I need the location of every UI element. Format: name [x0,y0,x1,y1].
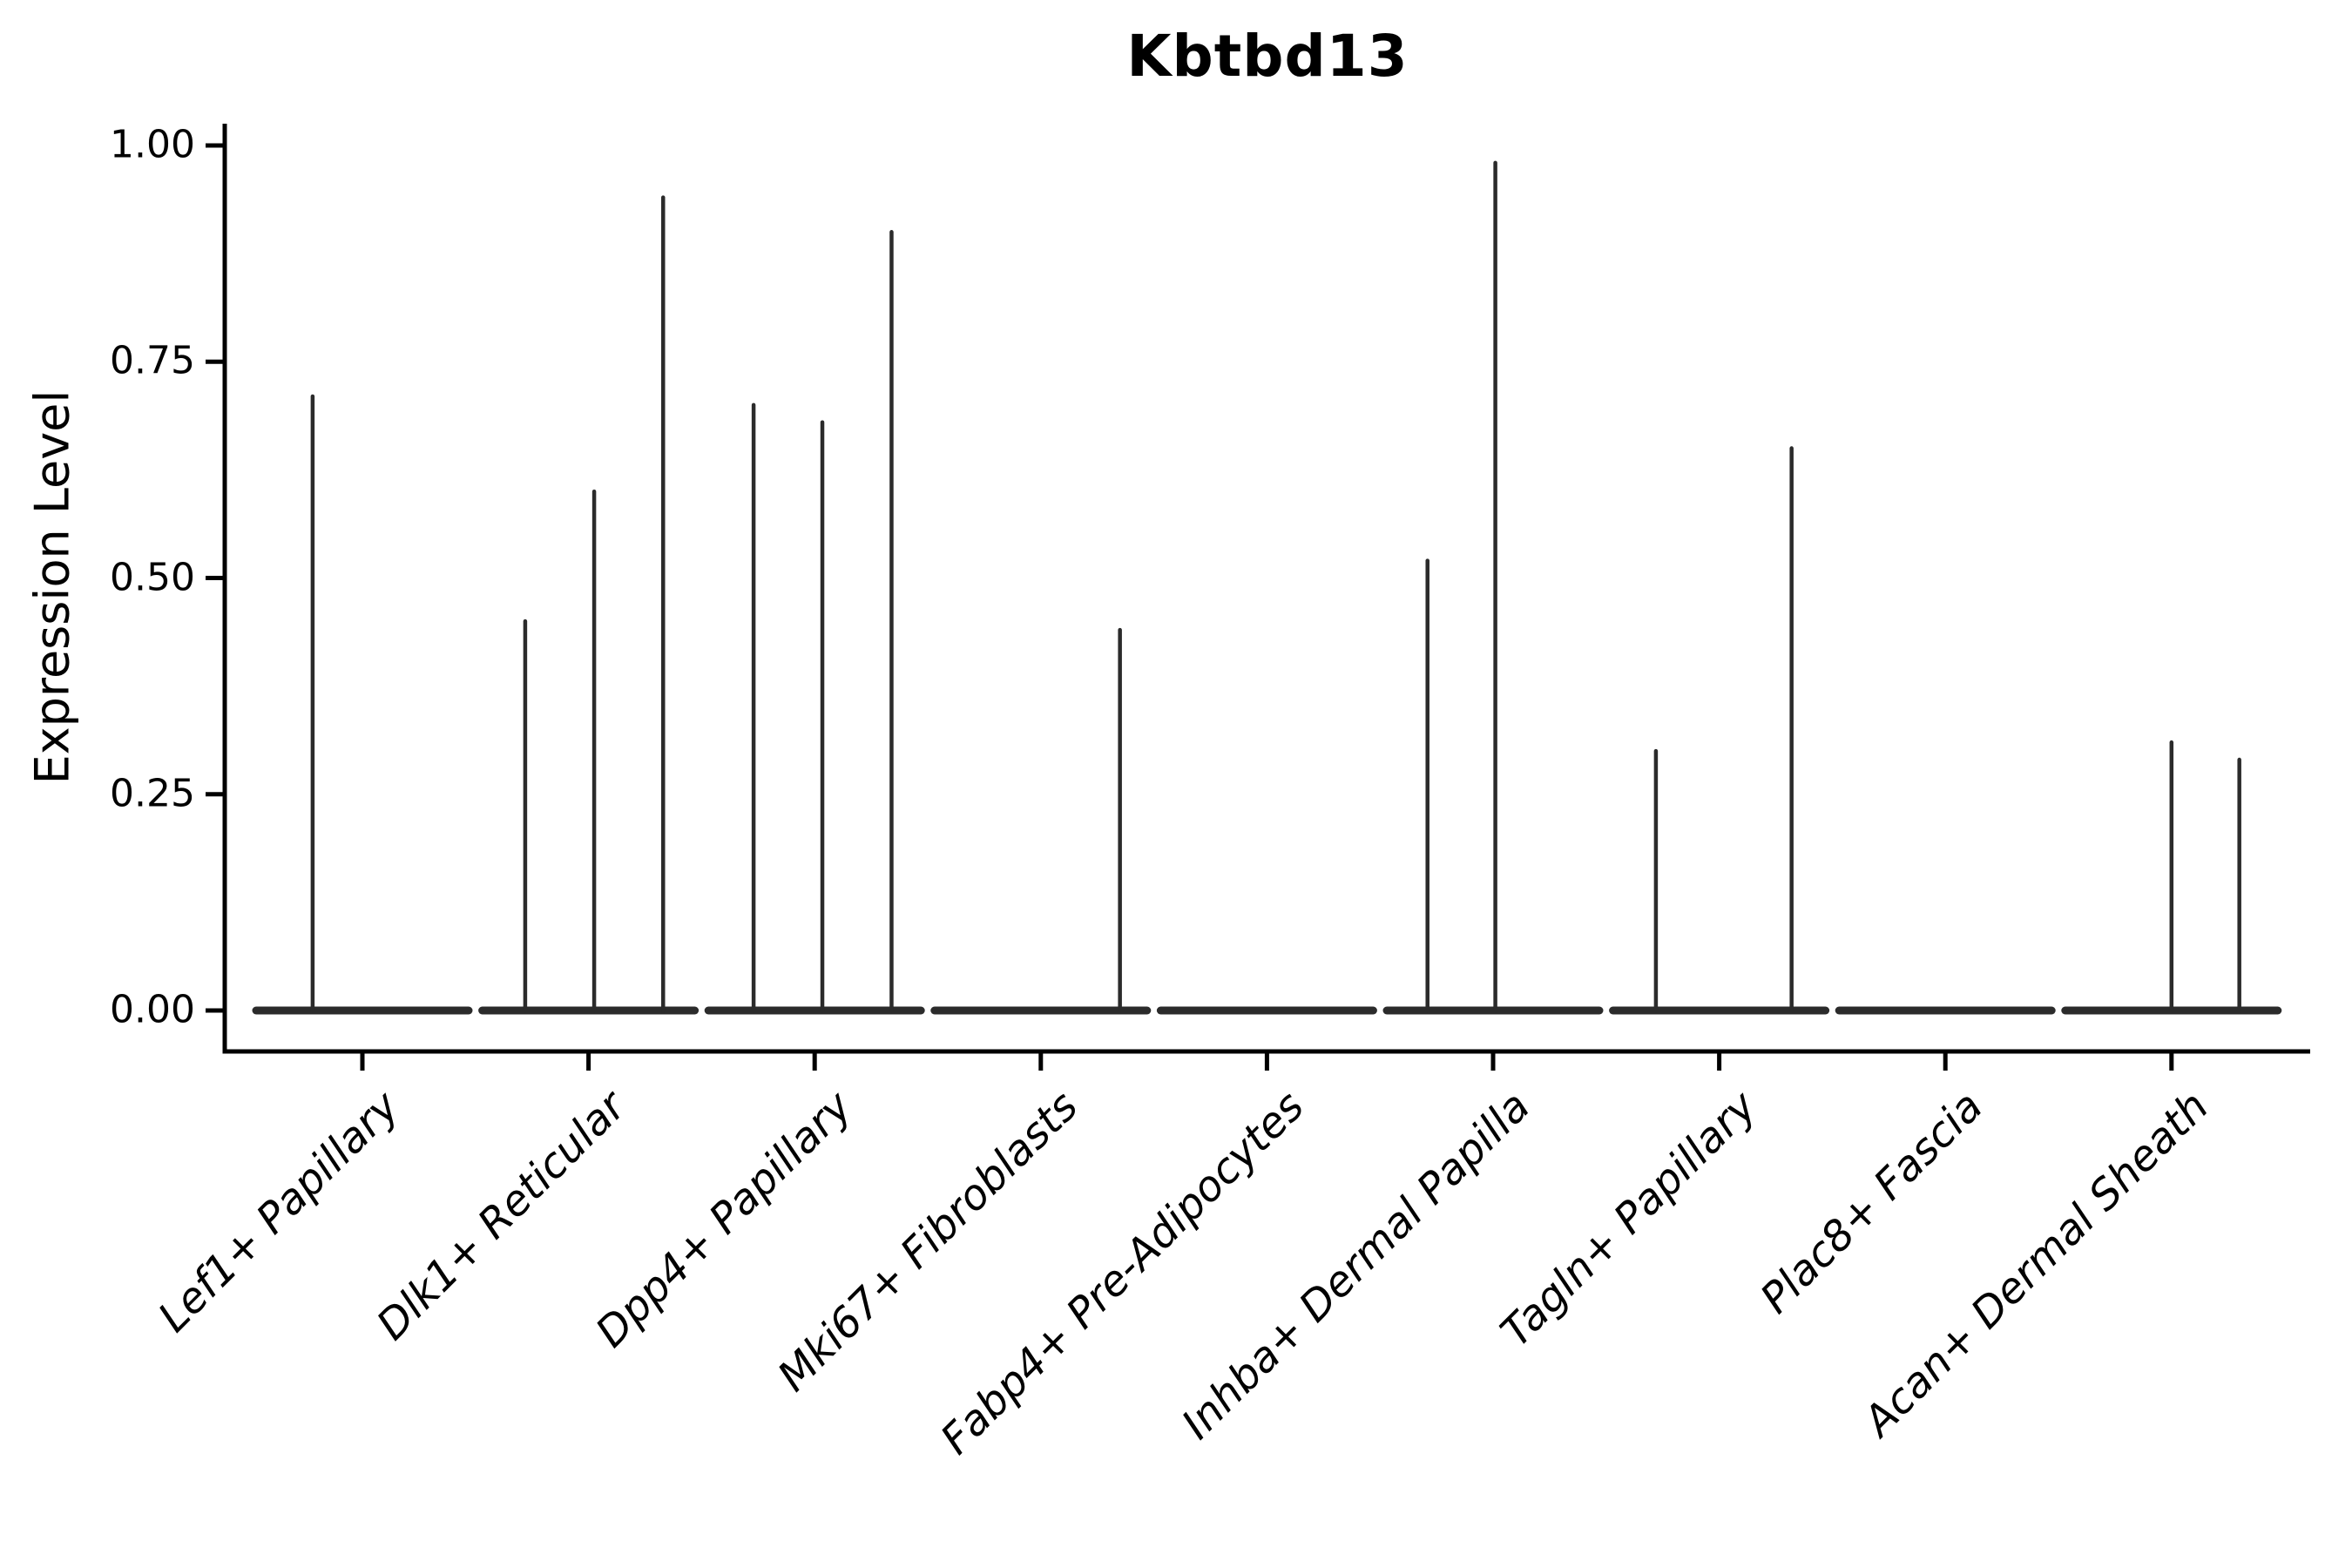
y-tick-label: 0.50 [110,554,195,599]
y-tick-label: 0.00 [110,987,195,1032]
chart-title: Kbtbd13 [1126,23,1409,90]
y-tick-label: 0.75 [110,338,195,383]
y-axis-label: Expression Level [24,389,80,785]
y-tick-label: 0.25 [110,771,195,816]
y-tick-label: 1.00 [110,122,195,167]
